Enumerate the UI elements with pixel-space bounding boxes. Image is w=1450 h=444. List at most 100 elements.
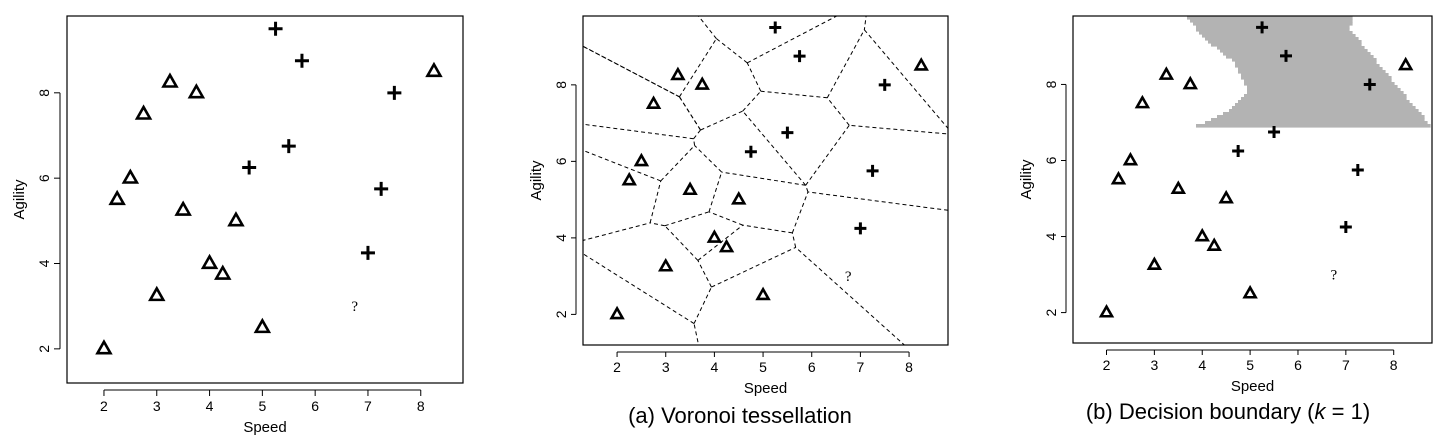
voronoi-edge — [742, 110, 807, 186]
plus-point — [866, 164, 879, 177]
x-tick-label: 5 — [258, 398, 266, 414]
y-tick-label: 6 — [36, 174, 52, 182]
x-tick-label: 7 — [857, 359, 865, 375]
voronoi-caption: (a) Voronoi tessellation — [628, 403, 852, 428]
triangle-point — [1206, 237, 1222, 252]
query-point-label: ? — [845, 269, 852, 285]
voronoi-edge — [795, 246, 906, 345]
triangle-point — [134, 104, 153, 120]
x-tick-label: 2 — [100, 398, 108, 414]
triangle-point — [187, 83, 206, 99]
voronoi-edge — [693, 286, 712, 324]
triangle-point — [1182, 75, 1199, 90]
x-tick-label: 8 — [905, 359, 913, 375]
voronoi-edge — [678, 96, 701, 131]
voronoi-edge — [660, 145, 695, 182]
voronoi-edge — [805, 185, 809, 193]
x-axis-label: Speed — [243, 419, 286, 436]
triangle-point — [1194, 227, 1210, 242]
triangle-point — [1122, 151, 1139, 166]
voronoi-edge — [747, 16, 838, 64]
triangle-point — [253, 317, 272, 334]
y-axis-label: Agility — [528, 160, 545, 201]
voronoi-edge — [693, 323, 700, 345]
triangle-point — [214, 264, 232, 280]
voronoi-edge — [721, 171, 806, 186]
voronoi-cell-edges — [583, 16, 997, 345]
voronoi-edge — [746, 62, 762, 92]
y-tick-label: 6 — [553, 157, 569, 165]
x-tick-label: 6 — [1294, 357, 1302, 373]
voronoi-edge — [863, 16, 867, 30]
voronoi-edge — [693, 129, 701, 140]
x-tick-label: 4 — [1198, 357, 1206, 373]
x-axis-label: Speed — [1231, 378, 1274, 395]
x-tick-label: 8 — [417, 398, 425, 414]
x-tick-label: 6 — [311, 398, 319, 414]
voronoi-edge — [678, 96, 701, 131]
x-tick-label: 5 — [1246, 357, 1254, 373]
voronoi-edge — [953, 134, 997, 146]
triangle-point — [694, 76, 710, 90]
y-tick-label: 8 — [36, 89, 52, 97]
y-tick-label: 2 — [553, 310, 569, 318]
voronoi-edge — [826, 29, 865, 98]
y-tick-label: 4 — [1043, 232, 1059, 240]
triangle-point — [425, 61, 443, 78]
plus-point — [1280, 49, 1293, 62]
x-tick-label: 3 — [662, 359, 670, 375]
voronoi-edge — [807, 191, 948, 211]
y-axis-label: Agility — [11, 179, 28, 220]
plus-point — [744, 145, 757, 158]
triangle-point — [682, 181, 698, 196]
voronoi-edge — [583, 222, 651, 241]
voronoi-edge — [708, 211, 743, 226]
plus-point — [854, 222, 867, 235]
triangle-point — [174, 200, 192, 216]
voronoi-edge — [700, 110, 743, 131]
voronoi-tessellation-panel: 2 3 4 5 6 7 8 Speed 2 4 6 8 Agility? — [528, 15, 997, 397]
triangle-point — [730, 190, 747, 205]
x-tick-label: 2 — [1103, 357, 1111, 373]
triangle-point — [706, 229, 723, 243]
plus-point — [769, 21, 782, 34]
plus-point — [1351, 163, 1364, 176]
voronoi-edge — [694, 145, 722, 173]
triangle-point — [1242, 284, 1258, 299]
speed-agility-scatter-panel: 2 3 4 5 6 7 8 Speed 2 4 6 8 Agility? — [11, 15, 464, 436]
x-tick-label: 5 — [759, 359, 767, 375]
plus-point — [268, 21, 283, 36]
voronoi-edge — [742, 90, 762, 112]
query-point-label: ? — [1331, 268, 1338, 284]
x-tick-label: 3 — [1150, 357, 1158, 373]
x-tick-label: 4 — [206, 398, 214, 414]
plus-point — [242, 160, 257, 175]
y-tick-label: 8 — [553, 81, 569, 89]
voronoi-edge — [697, 260, 712, 288]
y-tick-label: 2 — [36, 345, 52, 353]
positive-class-region — [1187, 16, 1431, 128]
boundary-caption: (b) Decision boundary (k = 1) — [1086, 399, 1370, 424]
triangle-point — [755, 286, 771, 301]
voronoi-edge — [826, 97, 850, 126]
triangle-point — [645, 95, 662, 109]
triangle-point — [670, 66, 686, 81]
plot-frame — [1072, 15, 1433, 344]
triangle-point — [609, 305, 625, 320]
triangle-point — [1218, 189, 1234, 204]
voronoi-edge — [583, 149, 661, 182]
x-tick-label: 3 — [153, 398, 161, 414]
triangle-point — [718, 238, 735, 253]
plus-point — [374, 181, 389, 196]
voronoi-edge — [760, 90, 828, 99]
voronoi-edge — [664, 211, 710, 227]
plus-point — [878, 78, 891, 91]
plus-point — [1339, 221, 1352, 234]
y-axis-label: Agility — [1018, 159, 1035, 200]
plot-frame — [582, 15, 949, 346]
voronoi-edge — [678, 38, 717, 98]
y-tick-label: 6 — [1043, 156, 1059, 164]
voronoi-edge — [664, 225, 699, 261]
x-tick-label: 7 — [1342, 357, 1350, 373]
